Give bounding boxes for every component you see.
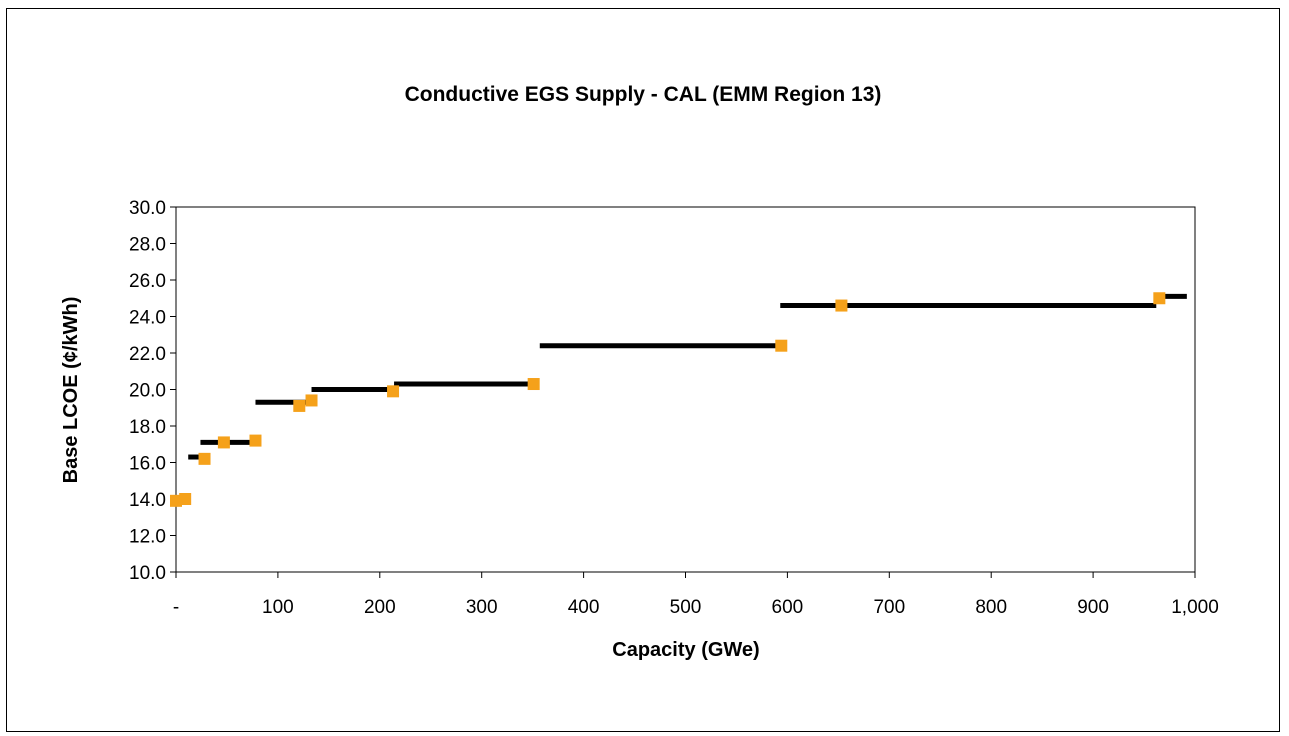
- data-point: [293, 399, 306, 412]
- supply-point-series: [170, 292, 1166, 507]
- data-point: [198, 452, 211, 465]
- x-axis: - 100 200 300 400 500 600 700 800 900 1,000: [173, 572, 1219, 618]
- data-point: [527, 378, 540, 391]
- y-tick-label: 16.0: [129, 454, 166, 475]
- data-point: [387, 385, 400, 398]
- data-point: [170, 494, 182, 507]
- x-tick-label: 700: [873, 597, 905, 618]
- y-axis: 10.0 12.0 14.0 16.0 18.0 20.0 22.0 24.0 26.0 28.0…: [129, 198, 176, 584]
- y-tick-label: 30.0: [129, 198, 166, 219]
- data-point: [775, 339, 788, 352]
- y-tick-label: 20.0: [129, 381, 166, 402]
- x-axis-label: Capacity (GWe): [612, 639, 759, 661]
- x-tick-label: 300: [466, 597, 498, 618]
- y-axis-label: Base LCOE (¢/kWh): [60, 297, 82, 484]
- y-tick-label: 18.0: [129, 417, 166, 438]
- x-tick-label: 900: [1077, 597, 1109, 618]
- chart-title: Conductive EGS Supply - CAL (EMM Region …: [405, 83, 882, 106]
- y-tick-label: 26.0: [129, 271, 166, 292]
- x-tick-label: 500: [670, 597, 702, 618]
- y-tick-label: 24.0: [129, 308, 166, 329]
- x-tick-label: 400: [568, 597, 600, 618]
- chart-frame: [6, 8, 1280, 732]
- x-tick-label: 100: [262, 597, 294, 618]
- x-tick-label: 200: [364, 597, 396, 618]
- x-tick-label: 800: [975, 597, 1007, 618]
- data-point: [305, 394, 318, 407]
- y-tick-label: 28.0: [129, 235, 166, 256]
- data-point: [249, 434, 262, 447]
- y-tick-label: 12.0: [129, 527, 166, 548]
- supply-step-series: [176, 293, 1187, 502]
- data-point: [1153, 292, 1166, 305]
- y-tick-label: 14.0: [129, 490, 166, 511]
- data-point: [179, 493, 192, 505]
- x-tick-label: -: [173, 597, 179, 618]
- x-tick-label: 600: [772, 597, 804, 618]
- x-tick-label: 1,000: [1171, 597, 1219, 618]
- data-point: [217, 436, 230, 449]
- y-tick-label: 10.0: [129, 563, 166, 584]
- data-point: [835, 299, 848, 312]
- y-tick-label: 22.0: [129, 344, 166, 365]
